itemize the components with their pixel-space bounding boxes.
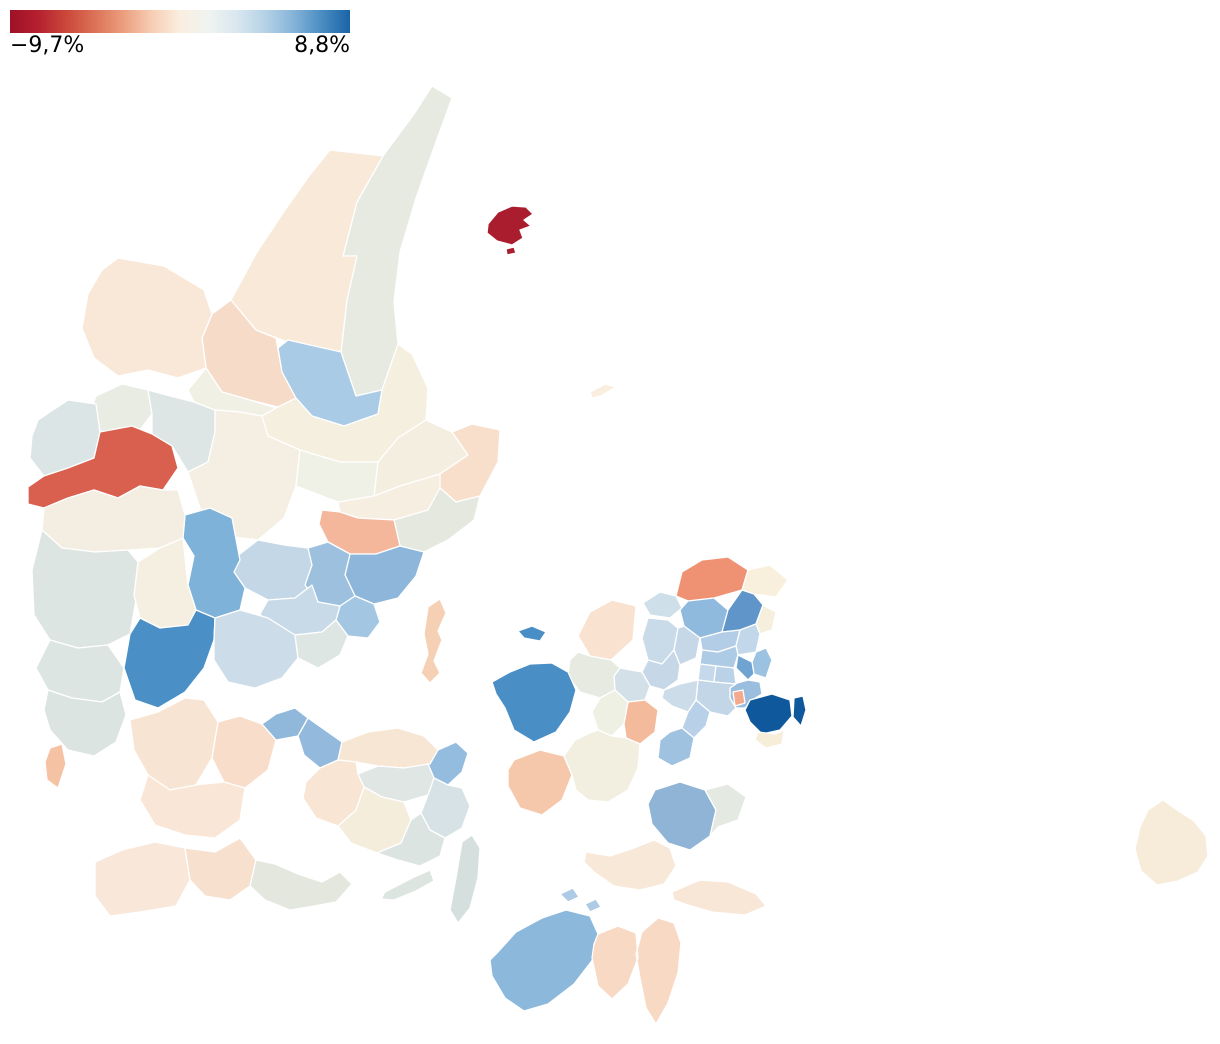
map-region-langeland[interactable]: [449, 834, 481, 924]
color-legend: −9,7% 8,8%: [10, 10, 350, 58]
map-region-svendborg[interactable]: [376, 812, 446, 867]
map-region-faxe[interactable]: [647, 781, 717, 851]
legend-min-label: −9,7%: [10, 33, 85, 58]
legend-max-label: 8,8%: [294, 33, 350, 58]
legend-labels: −9,7% 8,8%: [10, 33, 350, 58]
legend-gradient-bar: [10, 10, 350, 33]
map-region-syddjurs[interactable]: [393, 487, 481, 553]
map-region-gladsaxe[interactable]: [713, 665, 737, 685]
map-region-sonderborg[interactable]: [249, 859, 353, 911]
map-region-vejen[interactable]: [129, 697, 219, 791]
map-region-viborg[interactable]: [187, 409, 301, 541]
map-region-midtjylland-strip[interactable]: [133, 537, 197, 629]
map-region-koge[interactable]: [657, 727, 695, 767]
map-region-kalundborg[interactable]: [491, 662, 577, 743]
map-region-vordingborg[interactable]: [583, 839, 677, 891]
map-region-slagelse[interactable]: [507, 749, 573, 816]
map-region-sejero[interactable]: [517, 625, 547, 642]
map-region-dragor[interactable]: [754, 729, 785, 749]
map-region-lolland[interactable]: [489, 909, 599, 1012]
map-region-naestved[interactable]: [563, 729, 641, 803]
map-region-tonder[interactable]: [94, 841, 191, 917]
map-region-copenhagen-amager[interactable]: [744, 693, 793, 735]
map-region-aero[interactable]: [380, 869, 435, 901]
map-region-lyngby[interactable]: [735, 654, 755, 681]
map-region-fano[interactable]: [44, 743, 67, 789]
map-region-fejo-islands[interactable]: [559, 887, 602, 913]
map-region-haderslev[interactable]: [139, 774, 246, 839]
map-region-ballerup[interactable]: [697, 663, 717, 683]
map-region-guldborgsund[interactable]: [591, 917, 682, 1025]
map-region-saltholm[interactable]: [792, 695, 807, 727]
map-region-aabenraa[interactable]: [184, 837, 257, 901]
map-region-stevns[interactable]: [704, 783, 747, 837]
map-region-laeso[interactable]: [486, 205, 534, 256]
map-region-aarhus[interactable]: [344, 545, 425, 605]
map-region-vejle[interactable]: [213, 609, 299, 689]
map-region-gribskov[interactable]: [675, 556, 749, 602]
map-region-thisted[interactable]: [81, 257, 213, 379]
map-region-soro[interactable]: [591, 689, 629, 737]
map-region-samso[interactable]: [420, 598, 447, 684]
map-region-bornholm[interactable]: [1134, 799, 1209, 886]
map-region-esbjerg[interactable]: [43, 689, 127, 757]
map-region-ringsted[interactable]: [623, 699, 659, 745]
map-region-anholt[interactable]: [589, 383, 617, 399]
map-region-odsherred[interactable]: [577, 599, 637, 661]
map-region-hedensted[interactable]: [294, 619, 349, 669]
map-region-mon[interactable]: [671, 879, 767, 916]
map-region-frederiksberg[interactable]: [732, 689, 746, 707]
